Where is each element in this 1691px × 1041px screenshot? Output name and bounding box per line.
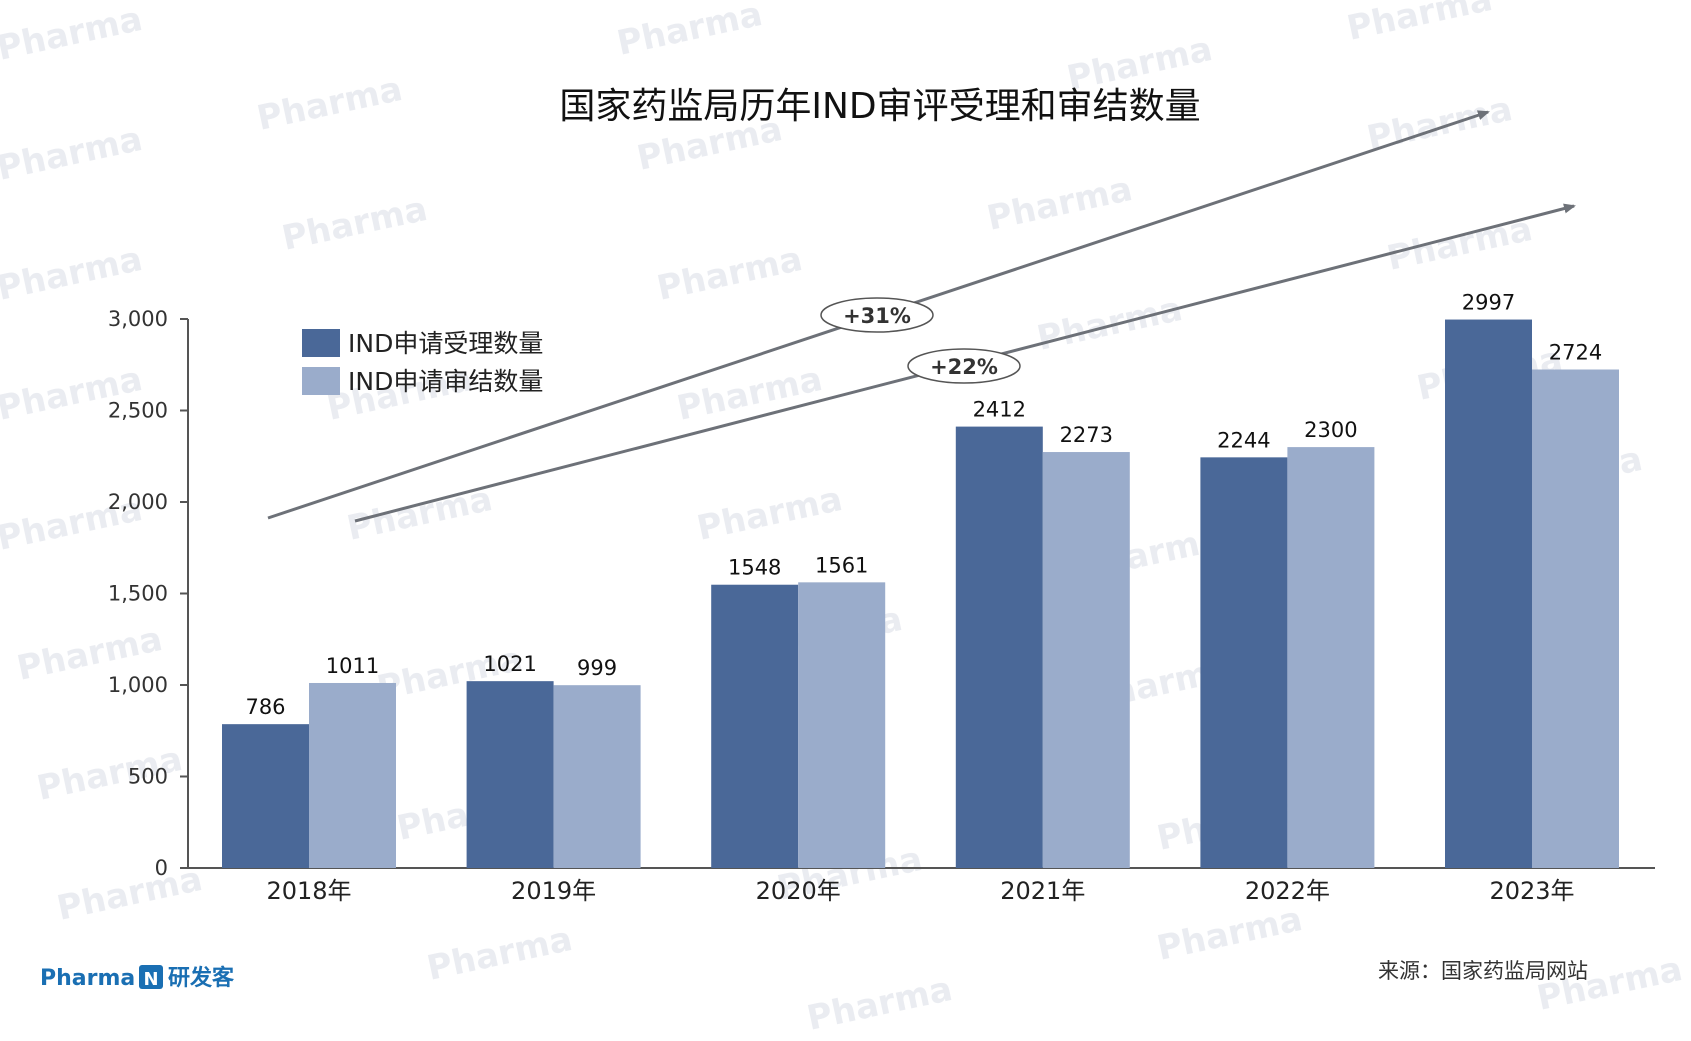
watermark-text: Pharma [1364, 89, 1516, 159]
brand-mark-letter: N [143, 969, 158, 990]
growth-label-completions: +22% [930, 355, 998, 379]
watermark-text: Pharma [54, 859, 206, 929]
bar-value-label: 1561 [815, 553, 868, 577]
brand-mark-box [139, 965, 163, 989]
legend-label-completions: IND申请审结数量 [348, 367, 543, 396]
x-tick-label: 2019年 [511, 877, 596, 905]
bar-completions [1042, 452, 1130, 868]
legend-swatch-completions [302, 367, 340, 395]
watermark-text: Pharma [614, 0, 766, 64]
y-tick-label: 3,000 [108, 307, 168, 331]
bar-value-label: 2244 [1217, 428, 1270, 452]
bar-applications [711, 584, 799, 868]
y-tick-label: 1,000 [108, 673, 168, 697]
bar-completions [1532, 369, 1619, 868]
growth-badge-applications [820, 297, 934, 333]
watermark-text: Pharma [1034, 289, 1186, 359]
bar-value-label: 1548 [728, 556, 781, 580]
bar-value-label: 2997 [1462, 291, 1515, 315]
brand-logo: Pharma N 研发客 [40, 965, 235, 991]
bar-completions [553, 685, 641, 868]
bar-value-label: 1021 [483, 652, 536, 676]
watermark-text: Pharma [1344, 0, 1496, 49]
brand-name: Pharma [40, 966, 135, 991]
watermark-text: Pharma [0, 0, 146, 69]
bar-value-label: 2273 [1060, 423, 1113, 447]
x-axis-labels: 2018年 2019年 2020年 2021年 2022年 2023年 [266, 877, 1574, 905]
bar-completions [1287, 447, 1375, 868]
growth-badge-completions [907, 348, 1021, 384]
watermark-text: Pharma [0, 119, 146, 189]
watermark-text: Pharma [1154, 899, 1306, 969]
x-tick-label: 2020年 [756, 877, 841, 905]
y-tick-label: 0 [155, 856, 168, 880]
watermark-text: Pharma [984, 169, 1136, 239]
x-tick-label: 2021年 [1000, 877, 1085, 905]
watermark-text: Pharma [424, 919, 576, 989]
watermark-text: Pharma [279, 189, 431, 259]
watermark-text: Pharma [254, 69, 406, 139]
brand-suffix: 研发客 [168, 965, 235, 991]
bar-value-label: 786 [245, 695, 285, 719]
x-tick-label: 2023年 [1489, 877, 1574, 905]
growth-arrows: +31% +22% [267, 110, 1576, 523]
chart-title: 国家药监局历年IND审评受理和审结数量 [559, 86, 1200, 127]
source-note: 来源：国家药监局网站 [1378, 959, 1588, 983]
growth-label-applications: +31% [843, 304, 911, 328]
legend-swatch-applications [302, 329, 340, 357]
bar-applications [1200, 457, 1288, 868]
y-tick-label: 2,000 [108, 490, 168, 514]
bar-applications [955, 426, 1043, 868]
x-tick-label: 2022年 [1245, 877, 1330, 905]
bar-applications [466, 681, 554, 868]
legend: IND申请受理数量 IND申请审结数量 [302, 329, 543, 396]
bar-value-label: 1011 [326, 654, 379, 678]
bar-value-label: 2412 [973, 398, 1026, 422]
watermark-text: Pharma [694, 479, 846, 549]
watermark-text: Pharma [804, 969, 956, 1039]
watermark-text: Pharma [1384, 209, 1536, 279]
legend-label-applications: IND申请受理数量 [348, 329, 543, 358]
y-tick-label: 500 [128, 765, 168, 789]
y-tick-label: 1,500 [108, 582, 168, 606]
bar-value-label: 2300 [1304, 418, 1357, 442]
x-tick-label: 2018年 [266, 877, 351, 905]
bar-completions [798, 582, 886, 868]
watermark-text: Pharma [654, 239, 806, 309]
watermark-text: Pharma [0, 239, 146, 309]
bar-applications [1445, 319, 1532, 868]
y-tick-label: 2,500 [108, 399, 168, 423]
bar-applications [222, 724, 309, 868]
bar-layer: 786 1011 1021 999 1548 1561 2412 2273 2244 2300 29… [222, 291, 1619, 868]
bar-value-label: 2724 [1549, 341, 1602, 365]
bar-completions [309, 682, 396, 868]
bar-value-label: 999 [577, 656, 617, 680]
y-axis: 0 500 1,000 1,500 2,000 2,500 3,000 [108, 307, 189, 880]
